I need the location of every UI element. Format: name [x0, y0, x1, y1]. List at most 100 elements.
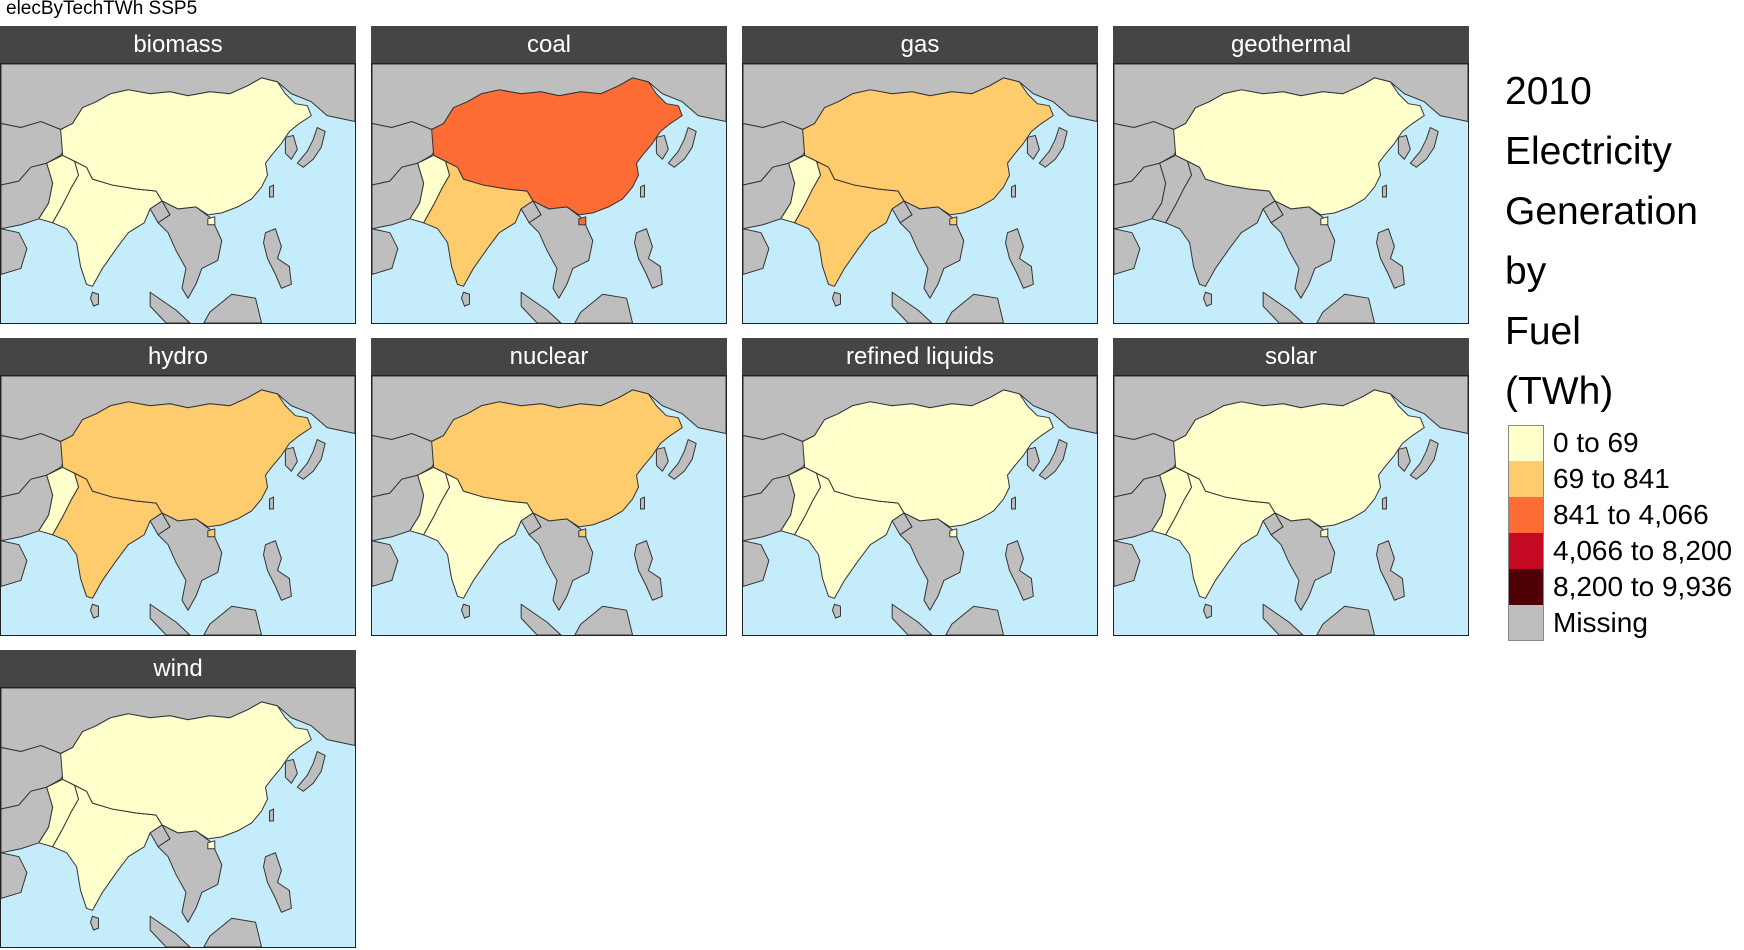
region-hainan [949, 216, 958, 226]
legend-label: 4,066 to 8,200 [1553, 535, 1733, 566]
region-philippines [1376, 540, 1405, 601]
region-taiwan [268, 808, 274, 822]
region-arabia [743, 228, 770, 275]
legend-item: 69 to 841 [1508, 461, 1744, 497]
legend-swatch [1508, 533, 1544, 569]
legend-item: 8,200 to 9,936 [1508, 569, 1744, 605]
map-panel-wind: wind [0, 650, 356, 948]
region-japan [1038, 127, 1068, 168]
region-se-asia [157, 824, 223, 923]
region-taiwan [1010, 184, 1016, 198]
region-japan [1038, 439, 1068, 480]
region-sri-lanka [1202, 603, 1212, 619]
region-korea [655, 446, 669, 472]
map-svg [1, 376, 355, 635]
legend-title-line: Generation [1505, 190, 1698, 233]
region-sri-lanka [831, 603, 841, 619]
region-arabia [1, 540, 28, 587]
region-hainan [578, 528, 587, 538]
choropleth-map [1113, 63, 1469, 324]
legend-title-line: (TWh) [1505, 370, 1614, 413]
choropleth-map [0, 375, 356, 636]
region-sumatra [149, 291, 191, 323]
region-taiwan [639, 184, 645, 198]
region-se-asia [899, 512, 965, 611]
panel-strip-label: coal [371, 26, 727, 63]
region-arabia [1114, 228, 1141, 275]
region-sumatra [149, 915, 191, 947]
map-svg [372, 64, 726, 323]
region-arabia [372, 228, 399, 275]
region-sri-lanka [89, 603, 99, 619]
region-se-asia [528, 512, 594, 611]
legend-title-line: Electricity [1505, 130, 1672, 173]
panel-strip-label: biomass [0, 26, 356, 63]
panel-strip-label: nuclear [371, 338, 727, 375]
region-sumatra [891, 291, 933, 323]
legend-title: 2010 Electricity Generation by Fuel (TWh… [1505, 62, 1735, 422]
region-hainan [207, 216, 216, 226]
region-sri-lanka [1202, 291, 1212, 307]
legend-label: 8,200 to 9,936 [1553, 571, 1733, 602]
region-philippines [1005, 228, 1034, 289]
region-sri-lanka [89, 291, 99, 307]
map-svg [743, 64, 1097, 323]
region-philippines [263, 228, 292, 289]
region-korea [284, 446, 298, 472]
region-philippines [634, 228, 663, 289]
region-japan [667, 439, 697, 480]
region-taiwan [1381, 184, 1387, 198]
legend-swatch [1508, 605, 1544, 641]
region-borneo [574, 293, 634, 323]
legend-item: 0 to 69 [1508, 425, 1744, 461]
region-sri-lanka [831, 291, 841, 307]
region-japan [296, 127, 326, 168]
region-borneo [203, 293, 263, 323]
choropleth-map [0, 687, 356, 948]
region-se-asia [528, 200, 594, 299]
region-korea [1397, 446, 1411, 472]
region-korea [284, 758, 298, 784]
legend-title-line: 2010 [1505, 70, 1592, 113]
legend-label: 69 to 841 [1553, 463, 1670, 494]
region-sumatra [891, 603, 933, 635]
legend-item: 841 to 4,066 [1508, 497, 1744, 533]
legend-swatch [1508, 569, 1544, 605]
region-japan [667, 127, 697, 168]
panel-strip-label: gas [742, 26, 1098, 63]
region-se-asia [157, 512, 223, 611]
region-borneo [1316, 605, 1376, 635]
legend-label: Missing [1553, 607, 1648, 638]
panel-strip-label: geothermal [1113, 26, 1469, 63]
region-taiwan [1010, 496, 1016, 510]
region-korea [1397, 134, 1411, 160]
region-philippines [1005, 540, 1034, 601]
region-korea [1026, 134, 1040, 160]
region-hainan [1320, 216, 1329, 226]
choropleth-map [742, 375, 1098, 636]
panel-strip-label: wind [0, 650, 356, 687]
region-philippines [634, 540, 663, 601]
region-borneo [1316, 293, 1376, 323]
region-borneo [203, 917, 263, 947]
region-korea [1026, 446, 1040, 472]
page-title: elecByTechTWh SSP5 [6, 0, 198, 19]
choropleth-map [0, 63, 356, 324]
choropleth-map [371, 375, 727, 636]
map-panel-solar: solar [1113, 338, 1469, 636]
choropleth-map [1113, 375, 1469, 636]
region-philippines [263, 852, 292, 913]
map-svg [1114, 64, 1468, 323]
region-borneo [203, 605, 263, 635]
legend-swatch [1508, 461, 1544, 497]
region-japan [1409, 127, 1439, 168]
region-taiwan [268, 496, 274, 510]
region-philippines [263, 540, 292, 601]
region-sri-lanka [460, 603, 470, 619]
choropleth-map [742, 63, 1098, 324]
panel-strip-label: hydro [0, 338, 356, 375]
map-svg [1114, 376, 1468, 635]
region-hainan [578, 216, 587, 226]
choropleth-map [371, 63, 727, 324]
region-sumatra [1262, 603, 1304, 635]
